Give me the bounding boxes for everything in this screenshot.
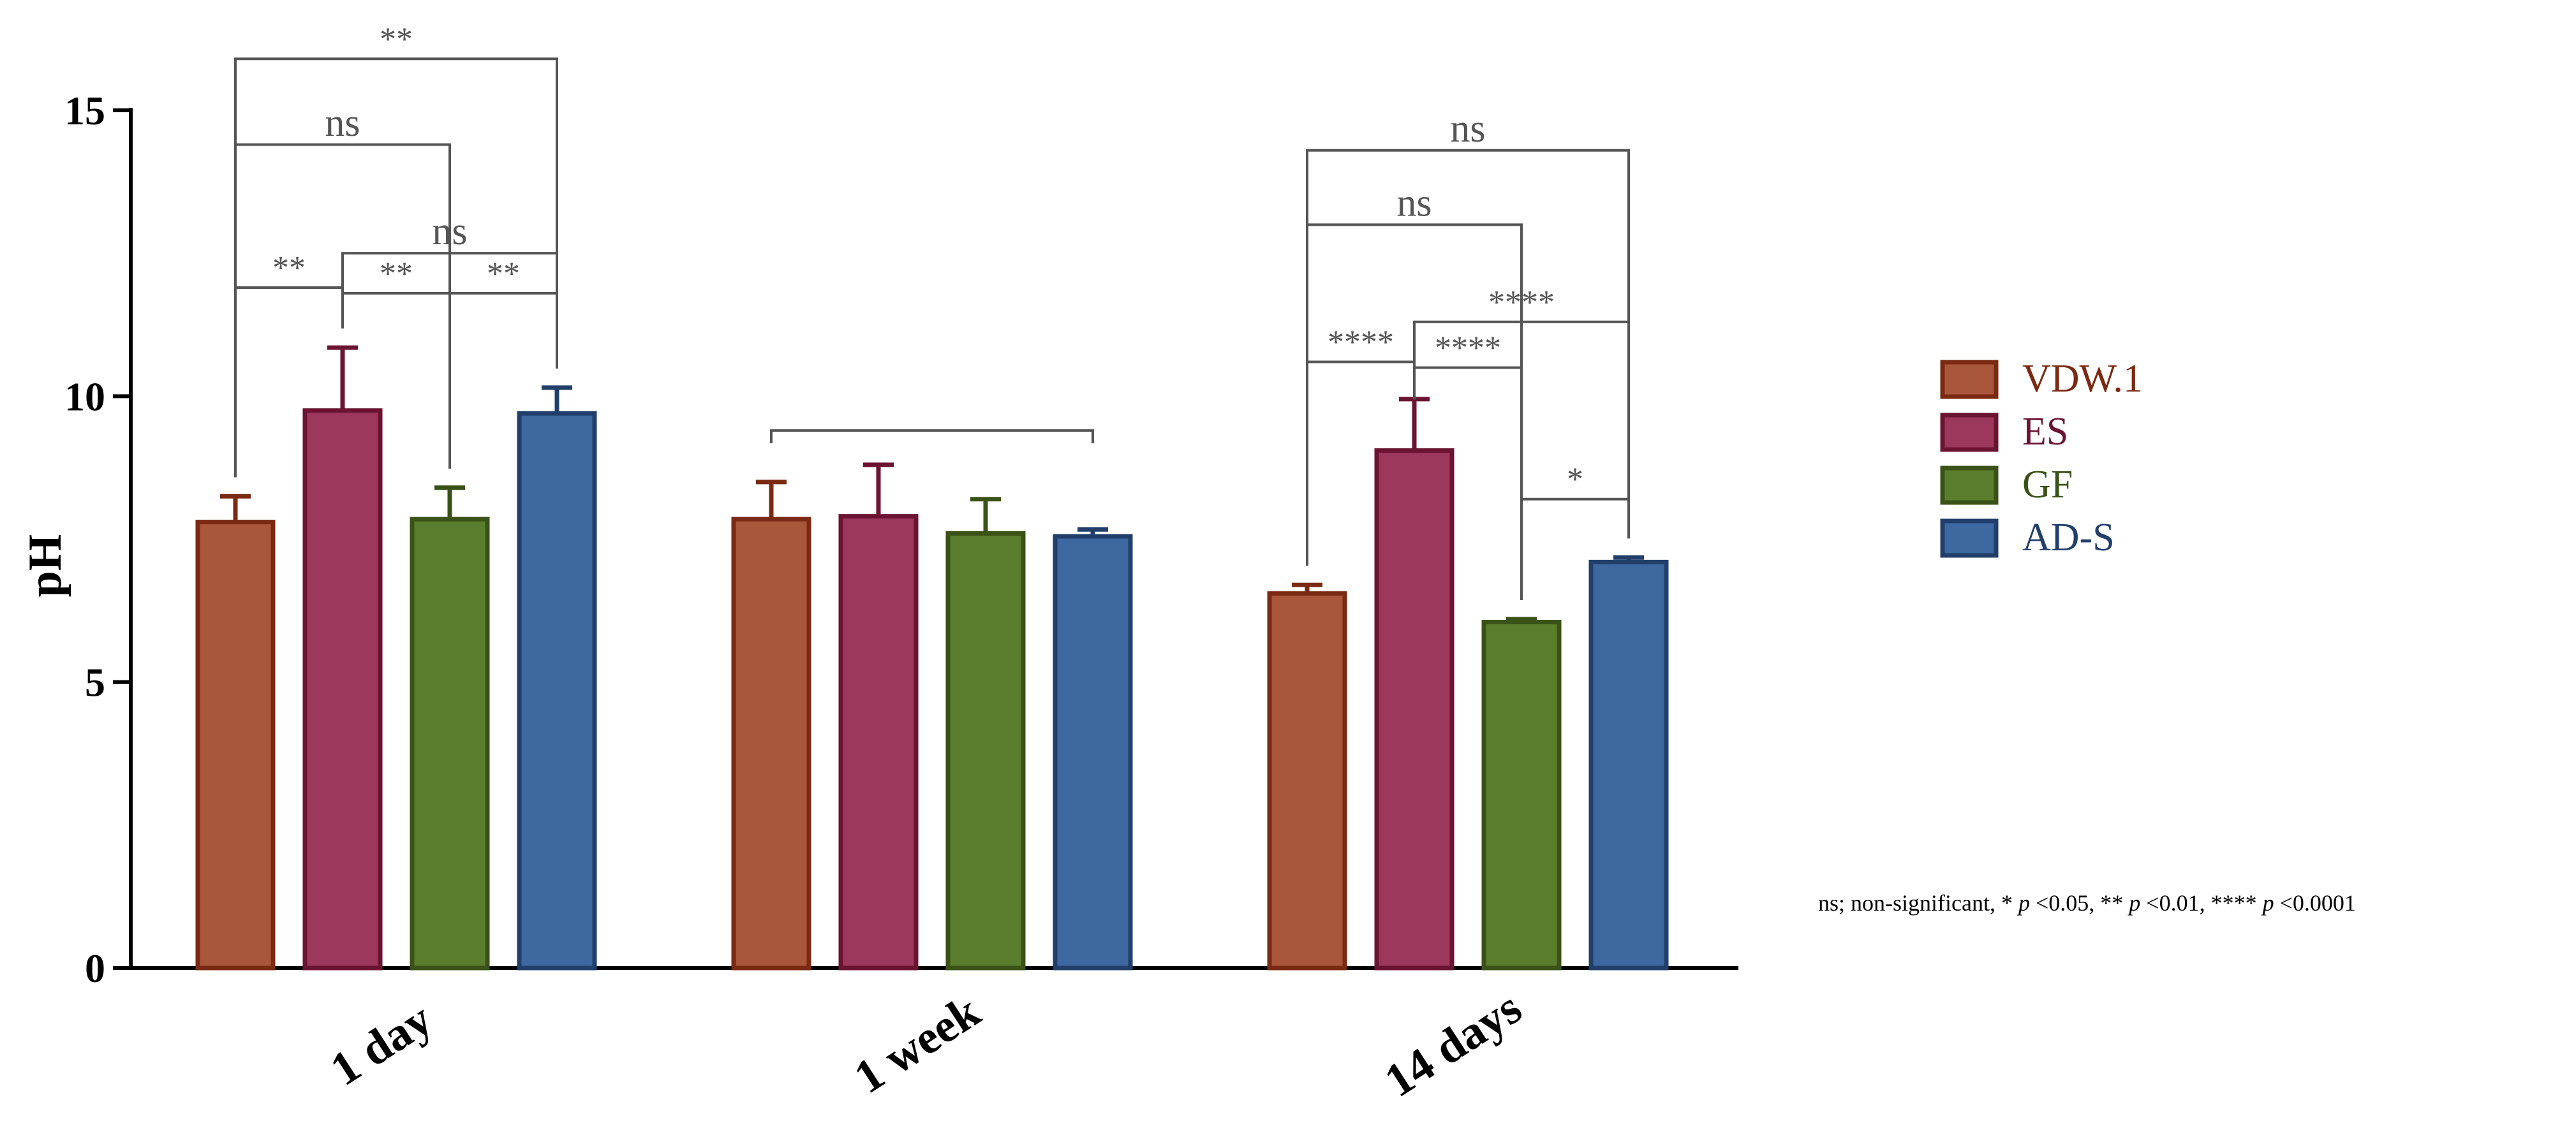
significance-label: ** <box>272 250 306 286</box>
legend-swatch <box>1940 413 1999 452</box>
bar <box>838 514 919 971</box>
significance-label: * <box>1567 462 1583 498</box>
significance-bracket <box>1413 320 1630 539</box>
significance-label: ns <box>1450 107 1485 150</box>
y-tick-label: 5 <box>85 660 105 705</box>
bar <box>517 411 597 971</box>
bar <box>302 408 383 971</box>
bar <box>731 517 811 971</box>
legend-label: AD-S <box>2022 516 2115 559</box>
significance-label: ns <box>325 101 360 145</box>
significance-label: ns <box>1396 181 1432 224</box>
bar <box>195 520 276 971</box>
bar <box>1267 591 1347 971</box>
significance-label: **** <box>1488 284 1555 321</box>
x-category-label: 14 days <box>1375 981 1530 1108</box>
significance-label: ** <box>380 21 413 57</box>
footnote: ns; non-significant, * p <0.05, ** p <0.… <box>1818 890 2356 916</box>
legend-label: ES <box>2022 410 2068 453</box>
significance-bracket <box>770 429 1094 444</box>
y-axis-label: pH <box>19 534 71 598</box>
bar <box>1481 620 1562 971</box>
y-tick-label: 0 <box>85 946 105 991</box>
legend: VDW.1 ES GF AD-S <box>1940 357 2143 559</box>
bar <box>1053 534 1133 971</box>
legend-swatch <box>1940 466 1999 505</box>
bars <box>195 345 1669 971</box>
significance-bracket <box>1520 497 1630 601</box>
legend-swatch <box>1940 518 1999 558</box>
significance-label: ** <box>487 256 520 292</box>
legend-label: VDW.1 <box>2022 357 2143 400</box>
x-category-label: 1 week <box>845 985 989 1104</box>
y-tick-label: 15 <box>64 88 105 133</box>
significance-label: ns <box>432 210 467 253</box>
legend-label: GF <box>2022 463 2073 506</box>
significance-label: **** <box>1328 325 1394 361</box>
y-tick-label: 10 <box>64 374 105 419</box>
significance-label: ** <box>380 256 413 292</box>
bar <box>1588 559 1669 971</box>
bar <box>1374 448 1455 971</box>
significance-label: **** <box>1435 330 1501 367</box>
significance-bracket <box>1413 366 1523 601</box>
bar <box>945 531 1026 971</box>
legend-swatch <box>1940 360 1999 399</box>
significance-bracket <box>448 291 558 469</box>
x-category-label: 1 day <box>322 993 441 1096</box>
bar <box>410 517 490 971</box>
